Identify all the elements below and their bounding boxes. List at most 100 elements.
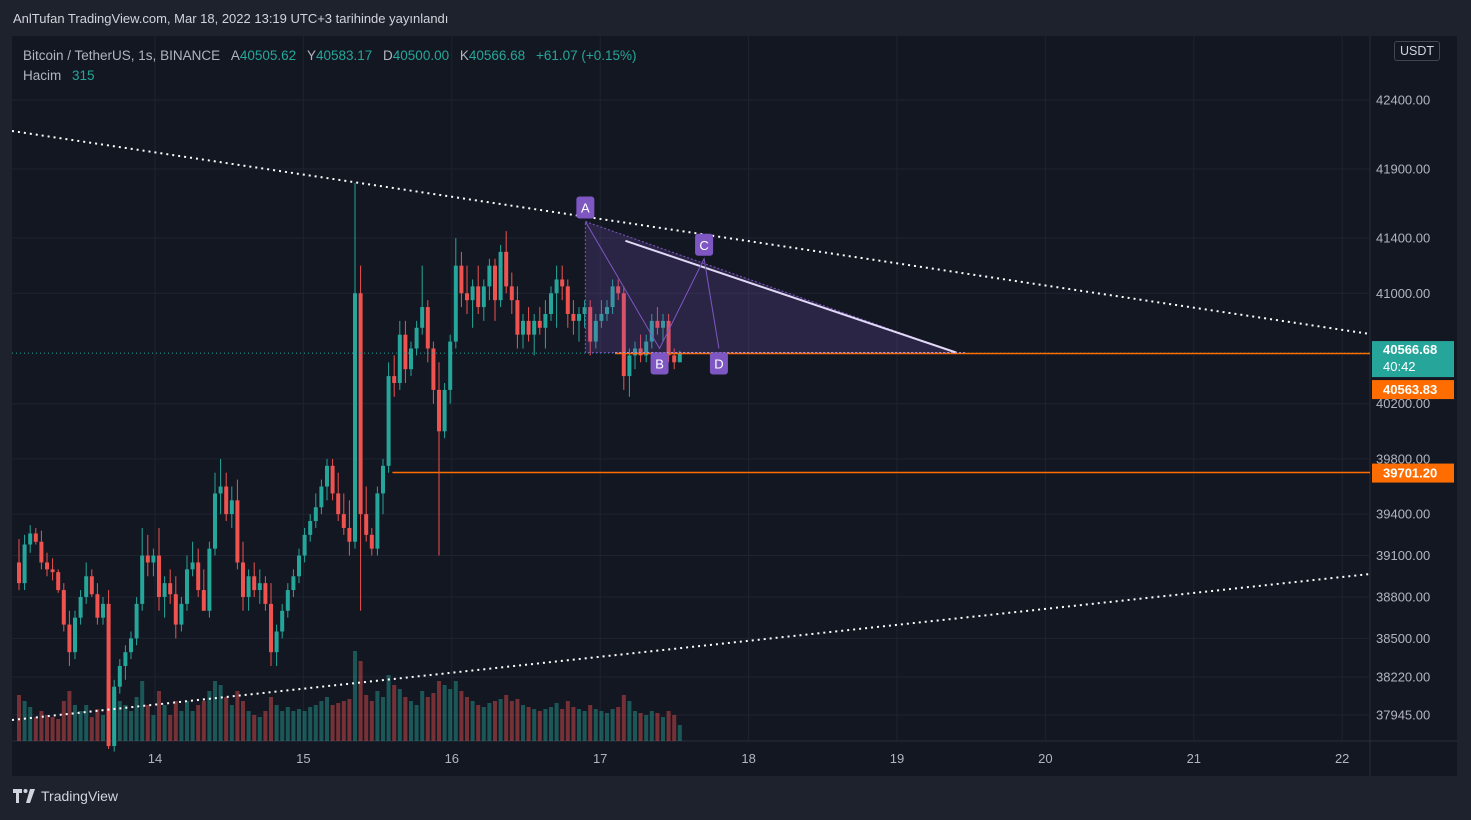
candle-body (95, 594, 100, 618)
currency-button[interactable]: USDT (1394, 41, 1441, 61)
candle-body (554, 279, 559, 294)
candle-body (582, 307, 587, 314)
chart-pane[interactable]: A B C D 42400.00 41900.00 41400.00 41000.00 402… (12, 36, 1457, 776)
candle-body (537, 320, 542, 328)
volume-bar (470, 701, 475, 741)
candle-body (453, 265, 458, 342)
volume-bar (437, 681, 441, 741)
candle-body (67, 624, 72, 653)
volume-bar (341, 701, 346, 741)
volume-bar (661, 717, 665, 741)
volume-bar (453, 681, 458, 741)
candle-body (56, 572, 61, 591)
volume-bar (280, 711, 285, 741)
volume-bar (621, 695, 626, 741)
candle-body (229, 500, 234, 515)
volume-bar (515, 699, 520, 741)
volume-bar (140, 681, 145, 741)
candle-body (89, 576, 94, 595)
volume-bar (201, 701, 206, 741)
price-axis: 42400.00 41900.00 41400.00 41000.00 40200.00… (1372, 93, 1454, 723)
volume-bar (123, 705, 128, 741)
tradingview-logo-icon (13, 789, 35, 803)
candle-body (442, 389, 447, 432)
volume-bar (56, 719, 61, 741)
volume-bar (537, 711, 542, 741)
volume-bar (28, 707, 33, 741)
candle-body (353, 293, 357, 542)
volume-bars (17, 651, 682, 741)
volume-bar (162, 705, 167, 741)
volume-bar (313, 705, 318, 741)
candle-body (437, 389, 441, 432)
candle-body (325, 465, 329, 487)
candle-body (672, 355, 677, 363)
volume-bar (560, 709, 565, 741)
candle-body (218, 486, 223, 494)
candle-body (129, 638, 133, 653)
volume-bar (95, 709, 100, 741)
close-label: K (459, 48, 469, 63)
candle-body (498, 251, 503, 301)
volume-bar (599, 711, 604, 741)
candle-body (375, 493, 380, 549)
y-tick-label: 39800.00 (1376, 451, 1430, 466)
x-tick-label: 20 (1038, 751, 1052, 766)
candle-body (470, 286, 475, 301)
volume-bar (73, 705, 77, 741)
candle-body (145, 555, 150, 563)
y-tick-label: 37945.00 (1376, 708, 1430, 723)
candle-body (291, 576, 296, 591)
candle-body (50, 569, 55, 573)
candle-body (403, 334, 408, 370)
candle-body (140, 555, 145, 604)
volume-bar (498, 699, 503, 741)
volume-bar (101, 715, 105, 741)
candle-body (235, 500, 240, 563)
candle-body (39, 541, 44, 563)
candle-body (179, 603, 184, 625)
candle-body (33, 533, 38, 542)
current-price-tag (1372, 341, 1454, 378)
candle-body (526, 320, 531, 335)
volume-bar (78, 711, 83, 741)
volume-bar (89, 717, 94, 741)
volume-bar (308, 707, 313, 741)
candle-body (386, 376, 391, 466)
volume-bar (330, 705, 335, 741)
volume-bar (610, 709, 615, 741)
y-tick-label: 39100.00 (1376, 548, 1430, 563)
volume-bar (504, 695, 509, 741)
volume-bar (369, 701, 374, 741)
candle-body (162, 583, 167, 597)
pattern-point-badge (695, 233, 714, 256)
candlestick-chart[interactable]: A B C D 42400.00 41900.00 41400.00 41000.00 402… (12, 36, 1457, 776)
candle-body (330, 465, 335, 494)
volume-bar (157, 691, 161, 741)
candle-body (565, 286, 570, 314)
candle-body (84, 576, 89, 597)
candle-body (633, 348, 637, 356)
pattern-point-label: C (699, 238, 708, 253)
candle-body (28, 533, 33, 545)
candle-body (560, 279, 565, 287)
level-price-tag (1372, 463, 1454, 483)
volume-bar (616, 707, 621, 741)
candle-body (213, 493, 217, 549)
y-tick-label: 38500.00 (1376, 631, 1430, 646)
symbol-name[interactable]: Bitcoin / TetherUS, 1s, BINANCE (23, 48, 221, 63)
level-price-label: 39701.20 (1383, 466, 1437, 481)
footer-brand[interactable]: TradingView (13, 788, 118, 804)
candle-body (106, 603, 111, 747)
candle-body (465, 293, 469, 301)
volume-bar (571, 707, 576, 741)
volume-bar (386, 675, 391, 741)
volume-bar (554, 703, 559, 741)
candle-body (409, 348, 413, 370)
x-tick-label: 21 (1187, 751, 1201, 766)
x-tick-label: 19 (890, 751, 904, 766)
y-tick-label: 39400.00 (1376, 507, 1430, 522)
candle-body (493, 265, 497, 301)
candle-body (677, 353, 682, 363)
volume-bar (235, 691, 240, 741)
